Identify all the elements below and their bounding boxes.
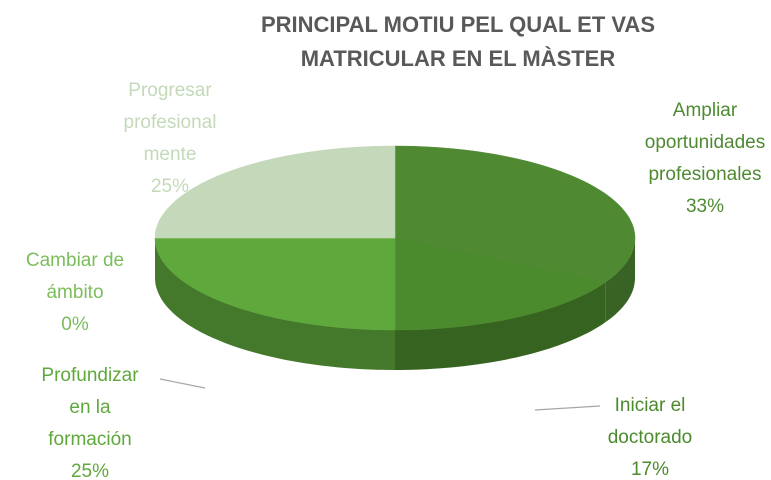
category-label: Profundizar en la formación <box>41 365 139 450</box>
pie-slice <box>394 237 606 331</box>
data-label: Iniciar el doctorado 17% <box>590 390 710 480</box>
value-label: 33% <box>685 196 725 217</box>
pie-side <box>605 238 635 323</box>
value-label: 0% <box>61 314 89 335</box>
value-label: 25% <box>150 176 190 197</box>
value-label: 17% <box>630 459 670 480</box>
leader-line <box>159 378 206 389</box>
category-label: Cambiar de ámbito <box>25 250 125 303</box>
data-label: Ampliar oportunidades profesionales 33% <box>630 95 771 223</box>
chart-title: PRINCIPAL MOTIU PEL QUAL ET VAS MATRICUL… <box>260 12 655 71</box>
category-label: Progresar profesional mente <box>123 80 217 165</box>
leader-line <box>534 405 601 411</box>
category-label: Iniciar el doctorado <box>607 395 693 448</box>
category-label: Ampliar oportunidades profesionales <box>644 100 766 185</box>
pie-side <box>155 238 395 370</box>
pie-slice <box>394 145 636 283</box>
pie-slice <box>154 145 396 239</box>
pie-side <box>395 282 606 370</box>
data-label: Profundizar en la formación 25% <box>33 360 148 480</box>
value-label: 25% <box>70 461 110 480</box>
data-label: Cambiar de ámbito 0% <box>10 245 140 341</box>
data-label: Progresar profesional mente 25% <box>105 75 235 203</box>
pie-slice <box>154 237 396 331</box>
